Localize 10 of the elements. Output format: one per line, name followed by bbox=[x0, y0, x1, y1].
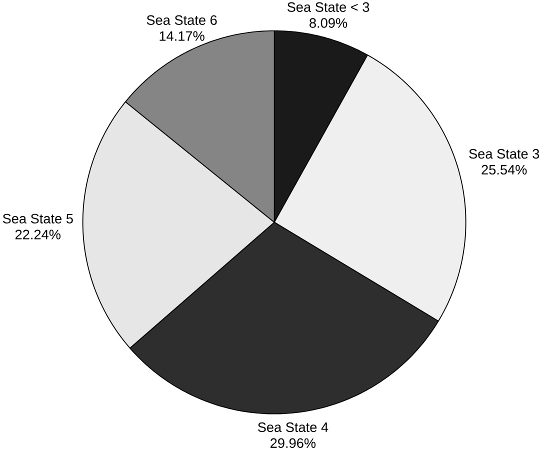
slice-label: Sea State < 3 bbox=[287, 2, 370, 12]
slice-label: Sea State 3 bbox=[469, 148, 540, 159]
slice-label: Sea State 6 bbox=[146, 15, 217, 25]
data-label: 14.17% bbox=[160, 31, 204, 41]
slice-label: Sea State 5 bbox=[2, 214, 73, 224]
data-label: 8.09% bbox=[310, 18, 348, 28]
data-label: 29.96% bbox=[270, 438, 316, 448]
data-label: 22.24% bbox=[15, 230, 61, 240]
slice-label: Sea State 4 bbox=[258, 422, 328, 432]
data-label: 25.54% bbox=[482, 164, 527, 174]
